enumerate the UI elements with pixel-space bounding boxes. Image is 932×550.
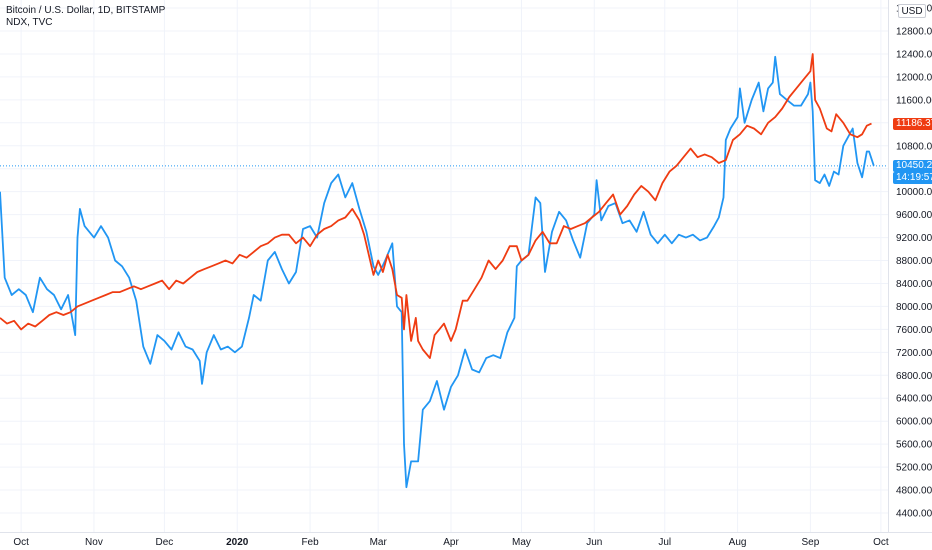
x-tick-label: Jun [586,537,602,548]
y-tick-label: 7600.00 [896,325,932,336]
x-tick-label: Feb [301,537,319,548]
y-tick-label: 8000.00 [896,302,932,313]
y-tick-label: 6800.00 [896,371,932,382]
x-tick-label: Oct [13,537,29,548]
y-tick-label: 7200.00 [896,348,932,359]
x-tick-label: Apr [443,537,459,548]
btc-series-line[interactable] [0,55,875,489]
y-tick-label: 11600.00 [896,95,932,106]
legend-ndx[interactable]: NDX, TVC [6,17,53,28]
y-tick-label: 12000.00 [896,72,932,83]
y-tick-label: 9600.00 [896,210,932,221]
ndx-last-price-tag: 11186.37 [893,117,932,130]
x-tick-label: Dec [156,537,174,548]
series-group [0,53,875,489]
y-tick-label: 8800.00 [896,256,932,267]
y-tick-label: 5600.00 [896,440,932,451]
y-tick-label: 12800.00 [896,27,932,38]
x-tick-label: May [512,537,531,548]
x-tick-label: Sep [801,537,819,548]
y-tick-label: 4400.00 [896,509,932,520]
ndx-series-line[interactable] [0,53,872,359]
y-tick-label: 6400.00 [896,394,932,405]
x-tick-label: Oct [873,537,889,548]
y-tick-label: 5200.00 [896,463,932,474]
time-axis[interactable]: Oct Nov Dec 2020 Feb Mar Apr May Jun Jul Aug Sep Oct [13,537,888,548]
legend-btc[interactable]: Bitcoin / U.S. Dollar, 1D, BITSTAMP [6,5,166,16]
y-tick-label: 4800.00 [896,486,932,497]
y-tick-label: 10000.00 [896,187,932,198]
y-tick-label: 10800.00 [896,141,932,152]
y-tick-label: 6000.00 [896,417,932,428]
y-tick-label: 8400.00 [896,279,932,290]
x-tick-label: Aug [729,537,747,548]
x-tick-label: Nov [85,537,103,548]
btc-countdown-tag: 14:19:57 [893,171,932,184]
price-axis[interactable]: 4400.00 4800.00 5200.00 5600.00 6000.00 6400.… [896,4,932,520]
x-tick-label: Jul [658,537,671,548]
y-tick-label: 12400.00 [896,49,932,60]
y-tick-label: 9200.00 [896,233,932,244]
currency-button[interactable]: USD [898,4,926,18]
x-tick-label: 2020 [226,537,249,548]
x-tick-label: Mar [370,537,388,548]
grid-lines [0,0,888,532]
btc-last-price-tag: 10450.27 [893,159,932,172]
